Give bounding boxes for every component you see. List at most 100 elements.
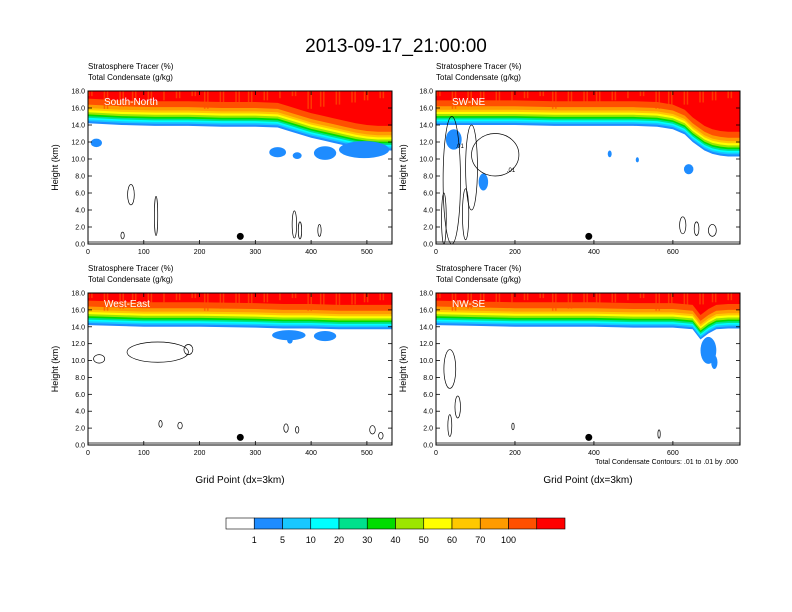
subtitle-condensate: Total Condensate (g/kg) bbox=[436, 73, 521, 82]
tracer-streak bbox=[363, 91, 366, 101]
tracer-streak bbox=[191, 91, 193, 97]
y-tick-label: 8.0 bbox=[423, 375, 433, 382]
tracer-streak bbox=[335, 293, 338, 307]
tracer-streak bbox=[539, 91, 541, 97]
tracer-streak bbox=[451, 91, 454, 109]
tracer-streak bbox=[235, 293, 237, 307]
tracer-streak bbox=[131, 91, 134, 105]
cloud-blob bbox=[313, 146, 337, 160]
condensate-contour bbox=[317, 224, 322, 237]
colorbar-box bbox=[451, 517, 481, 530]
tracer-streak bbox=[279, 91, 281, 99]
tracer-streak bbox=[207, 293, 209, 311]
condensate-contour bbox=[120, 231, 125, 240]
tracer-streak bbox=[335, 91, 338, 105]
tracer-streak bbox=[310, 293, 313, 311]
condensate-contour bbox=[297, 221, 302, 240]
cloud-blob bbox=[313, 331, 337, 342]
tracer-streak bbox=[567, 293, 570, 309]
tracer-streak bbox=[354, 293, 356, 305]
y-tick-label: 14.0 bbox=[71, 123, 85, 130]
tracer-streak bbox=[250, 293, 253, 305]
condensate-contour bbox=[454, 395, 461, 419]
tracer-streak bbox=[542, 293, 545, 299]
condensate-contour bbox=[295, 426, 300, 434]
tracer-streak bbox=[655, 293, 657, 311]
panel-sw-ne: .01 .01 SW-NE Stratosphere Tracer (%) Total … bbox=[398, 62, 741, 256]
colorbar-label: 40 bbox=[390, 535, 400, 545]
cloud-blob bbox=[269, 147, 287, 158]
tracer-streak bbox=[323, 293, 325, 309]
colorbar-box bbox=[423, 517, 453, 530]
y-tick-label: 14.0 bbox=[419, 324, 433, 331]
tracer-streak bbox=[555, 91, 557, 109]
panels-group: South-North Stratosphere Tracer (%) Total … bbox=[50, 62, 741, 486]
tracer-streak bbox=[178, 293, 181, 301]
tracer-streak bbox=[642, 293, 645, 299]
y-tick-label: 14.0 bbox=[71, 324, 85, 331]
condensate-contour bbox=[126, 341, 189, 363]
x-tick-label: 400 bbox=[588, 450, 600, 457]
y-tick-label: 16.0 bbox=[71, 307, 85, 314]
subtitle-condensate: Total Condensate (g/kg) bbox=[88, 275, 173, 284]
y-tick-label: 18.0 bbox=[71, 291, 85, 298]
condensate-contour bbox=[441, 192, 447, 244]
tracer-streak bbox=[570, 91, 573, 107]
tracer-streak bbox=[91, 91, 93, 97]
colorbar-box bbox=[282, 517, 312, 530]
tracer-streak bbox=[294, 293, 297, 299]
y-tick-label: 10.0 bbox=[419, 358, 433, 365]
condensate-contour bbox=[679, 216, 687, 235]
x-tick-label: 200 bbox=[194, 249, 206, 256]
tracer-streak bbox=[539, 293, 541, 299]
colorbar-label: 10 bbox=[306, 535, 316, 545]
tracer-streak bbox=[470, 91, 472, 107]
tracer-streak bbox=[498, 293, 501, 305]
colorbar-label: 20 bbox=[334, 535, 344, 545]
x-tick-label: 600 bbox=[667, 249, 679, 256]
tracer-streak bbox=[595, 293, 598, 305]
panel-label: SW-NE bbox=[452, 97, 485, 108]
tracer-streak bbox=[379, 91, 381, 99]
y-tick-label: 16.0 bbox=[419, 307, 433, 314]
tracer-streak bbox=[436, 293, 438, 299]
tracer-streak bbox=[119, 293, 121, 309]
tracer-streak bbox=[470, 293, 472, 309]
plot-frame bbox=[87, 292, 393, 446]
tracer-streak bbox=[658, 91, 661, 109]
tracer-streak bbox=[479, 293, 482, 307]
y-tick-label: 18.0 bbox=[419, 291, 433, 298]
colorbar-label: 100 bbox=[501, 535, 516, 545]
tracer-streak bbox=[727, 293, 729, 301]
tracer-band-10 bbox=[436, 91, 740, 132]
tracer-streak bbox=[671, 293, 673, 309]
tracer-streak bbox=[526, 91, 529, 99]
condensate-contour bbox=[657, 429, 661, 439]
tracer-streak bbox=[219, 91, 222, 107]
plot-area bbox=[436, 293, 740, 445]
tracer-streak bbox=[639, 293, 642, 299]
tracer-streak bbox=[526, 293, 529, 301]
tracer-streak bbox=[250, 91, 253, 103]
tracer-streak bbox=[150, 91, 153, 103]
panel-label: West-East bbox=[104, 299, 150, 310]
tracer-streak bbox=[294, 91, 297, 97]
colorbar-label: 30 bbox=[362, 535, 372, 545]
colorbar-box bbox=[508, 517, 538, 530]
y-tick-label: 8.0 bbox=[75, 174, 85, 181]
condensate-contour bbox=[183, 344, 194, 355]
cloud-blob bbox=[286, 331, 290, 337]
tracer-streak bbox=[495, 91, 498, 103]
cloud-blob bbox=[292, 152, 302, 160]
tracer-streak bbox=[366, 293, 369, 303]
tracer-streak bbox=[699, 293, 701, 305]
tracer-streak bbox=[338, 293, 341, 307]
condensate-contour bbox=[465, 124, 478, 211]
condensate-contour bbox=[708, 224, 717, 237]
tracer-streak bbox=[103, 293, 106, 311]
tracer-streak bbox=[291, 293, 294, 299]
colorbar-box bbox=[225, 517, 255, 530]
subtitle-tracer: Stratosphere Tracer (%) bbox=[88, 62, 174, 71]
plot-frame bbox=[435, 90, 741, 245]
tracer-streak bbox=[711, 91, 714, 101]
